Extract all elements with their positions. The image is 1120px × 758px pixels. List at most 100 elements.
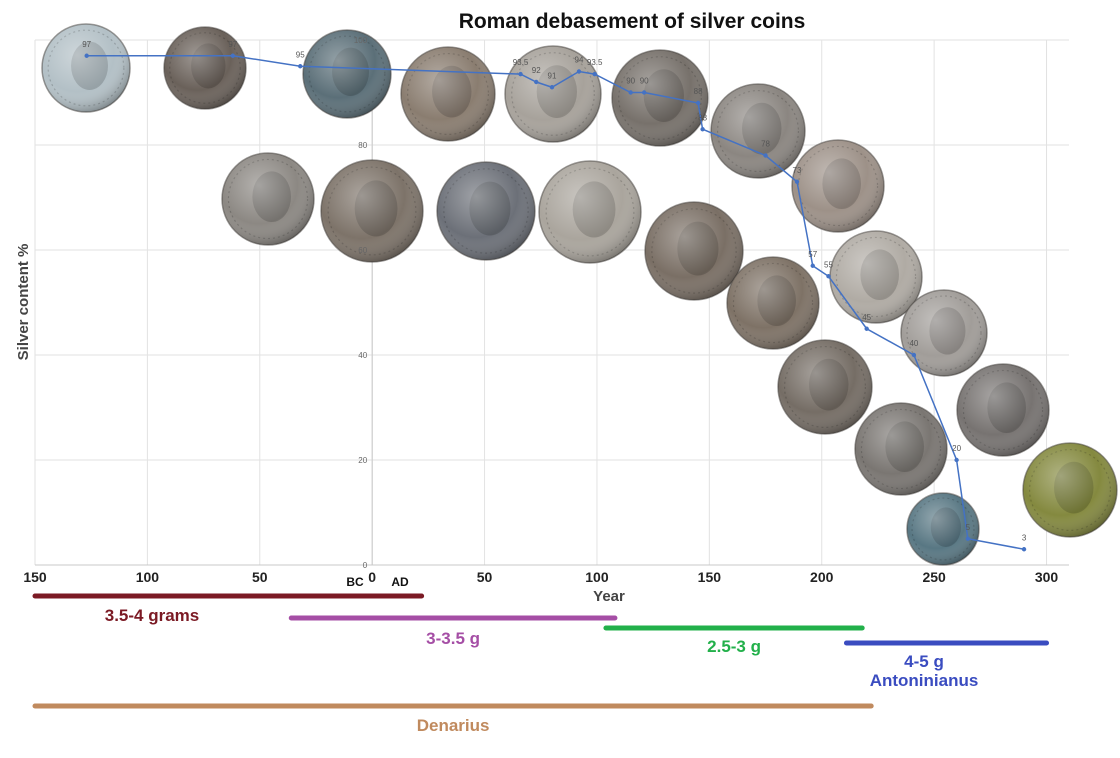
coin-7-image — [710, 83, 806, 179]
x-tick-label: 100 — [136, 569, 160, 585]
data-label: 57 — [808, 250, 817, 259]
data-point — [298, 64, 303, 69]
coin-1-image — [41, 23, 131, 113]
coin-6-image — [611, 49, 709, 147]
data-point — [695, 100, 701, 106]
coin-4-image — [400, 46, 496, 142]
x-tick-label: 50 — [252, 569, 268, 585]
data-point — [592, 71, 597, 77]
period-label: 2.5-3 g — [707, 637, 761, 656]
period-label: Denarius — [417, 716, 490, 735]
y-tick-label: 40 — [358, 351, 367, 360]
coin-11-image — [436, 161, 536, 261]
y-axis-title: Silver content % — [15, 244, 32, 361]
coin-shine — [901, 290, 987, 376]
data-point — [1021, 547, 1027, 552]
x-tick-labels: 150 100 50 0 50 100 150 200 250 300 — [23, 569, 1058, 585]
data-point — [230, 53, 236, 58]
data-label: 83 — [698, 113, 707, 122]
data-label: 92 — [532, 66, 541, 75]
coin-shine — [539, 161, 641, 263]
data-label: 93.5 — [587, 58, 603, 67]
data-label: 97 — [228, 40, 237, 49]
data-point — [965, 536, 971, 541]
data-point — [700, 127, 705, 132]
era-label-ad: AD — [391, 575, 409, 589]
coin-shine — [437, 162, 535, 260]
period-bars: 3.5-4 grams 3-3.5 g 2.5-3 g 4-5 gAntoninian… — [32, 593, 1050, 735]
coin-shine — [855, 403, 947, 495]
period-label: 3-3.5 g — [426, 629, 480, 648]
coin-2-image — [163, 26, 247, 110]
x-tick-label: 250 — [922, 569, 946, 585]
data-label: 45 — [862, 313, 871, 322]
data-label: 3 — [1022, 533, 1027, 542]
data-label: 20 — [952, 444, 961, 453]
coin-shine — [612, 50, 708, 146]
data-point — [954, 457, 959, 463]
coin-10-image — [320, 159, 424, 263]
coin-shine — [778, 340, 872, 434]
coin-shine — [727, 257, 819, 349]
data-points — [84, 53, 1027, 552]
y-tick-label: 60 — [358, 246, 367, 255]
coin-5-image — [504, 45, 602, 143]
y-tick-label: 100 — [354, 36, 368, 45]
coin-shine — [164, 27, 246, 109]
data-label: 73 — [793, 166, 802, 175]
coin-shine — [957, 364, 1049, 456]
coin-13-image — [644, 201, 744, 301]
x-tick-label: 150 — [23, 569, 47, 585]
data-label: 97 — [82, 40, 91, 49]
coin-17-image — [777, 339, 873, 435]
coin-16-image — [900, 289, 988, 377]
data-point — [763, 153, 768, 158]
y-tick-label: 0 — [363, 561, 368, 570]
coin-8-image — [791, 139, 885, 233]
coin-15-image — [726, 256, 820, 350]
data-label: 91 — [548, 71, 557, 80]
coin-21-image — [906, 492, 980, 566]
period-sublabel: Antoninianus — [870, 671, 979, 690]
coin-9-image — [221, 152, 315, 246]
coin-18-image — [956, 363, 1050, 457]
coin-12-image — [538, 160, 642, 264]
era-label-bc: BC — [346, 575, 364, 589]
coin-shine — [792, 140, 884, 232]
period-label: 4-5 g — [904, 652, 944, 671]
coin-19-image — [854, 402, 948, 496]
coin-14-image — [829, 230, 923, 324]
data-point — [826, 274, 831, 279]
data-point — [534, 79, 539, 85]
period-label: 3.5-4 grams — [105, 606, 200, 625]
y-tick-label: 20 — [358, 456, 367, 465]
data-label: 5 — [966, 523, 971, 532]
data-label: 88 — [694, 87, 703, 96]
coin-3-image — [302, 29, 392, 119]
data-point — [864, 326, 869, 331]
y-tick-label: 80 — [358, 141, 367, 150]
x-axis-title: Year — [593, 588, 625, 605]
x-tick-label: 100 — [585, 569, 609, 585]
data-label: 40 — [909, 339, 918, 348]
x-tick-label: 300 — [1035, 569, 1059, 585]
chart-title: Roman debasement of silver coins — [459, 10, 806, 33]
coin-shine — [42, 24, 130, 112]
coin-shine — [401, 47, 495, 141]
x-tick-label: 0 — [368, 569, 376, 585]
data-label: 93.5 — [513, 58, 529, 67]
data-point — [518, 71, 523, 77]
data-label: 78 — [761, 140, 770, 149]
data-label: 90 — [640, 77, 649, 86]
data-point — [576, 69, 582, 74]
x-tick-label: 50 — [477, 569, 493, 585]
coin-shine — [505, 46, 601, 142]
data-label: 95 — [296, 50, 305, 59]
coin-shine — [321, 160, 423, 262]
data-point — [794, 179, 800, 184]
coin-shine — [830, 231, 922, 323]
data-point — [810, 263, 815, 268]
coin-shine — [1023, 443, 1117, 537]
